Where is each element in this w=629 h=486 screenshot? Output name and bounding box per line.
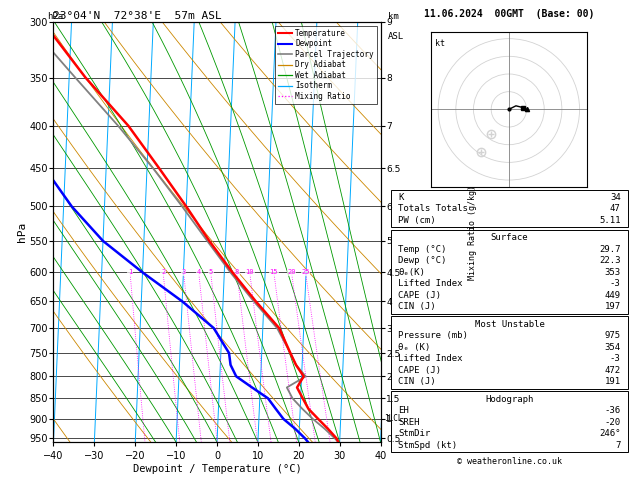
Text: 11.06.2024  00GMT  (Base: 00): 11.06.2024 00GMT (Base: 00): [424, 9, 594, 19]
Text: StmDir: StmDir: [398, 429, 431, 438]
Text: © weatheronline.co.uk: © weatheronline.co.uk: [457, 457, 562, 466]
Text: θₑ(K): θₑ(K): [398, 268, 425, 277]
Text: Hodograph: Hodograph: [486, 395, 533, 404]
Text: K: K: [398, 193, 404, 202]
Text: Temp (°C): Temp (°C): [398, 245, 447, 254]
Text: kt: kt: [435, 39, 445, 48]
Text: 4: 4: [197, 269, 201, 276]
Text: 20: 20: [287, 269, 296, 276]
Text: 29.7: 29.7: [599, 245, 621, 254]
Text: 2: 2: [161, 269, 165, 276]
Text: Pressure (mb): Pressure (mb): [398, 331, 468, 340]
Text: θₑ (K): θₑ (K): [398, 343, 431, 352]
Text: Totals Totals: Totals Totals: [398, 205, 468, 213]
X-axis label: Dewpoint / Temperature (°C): Dewpoint / Temperature (°C): [133, 464, 301, 474]
Bar: [391, 230, 628, 314]
Text: 449: 449: [604, 291, 621, 300]
Text: EH: EH: [398, 406, 409, 415]
Text: 3: 3: [182, 269, 186, 276]
Text: 25: 25: [301, 269, 310, 276]
Text: 197: 197: [604, 302, 621, 312]
Text: SREH: SREH: [398, 417, 420, 427]
Text: CAPE (J): CAPE (J): [398, 291, 442, 300]
Y-axis label: hPa: hPa: [16, 222, 26, 242]
Text: 191: 191: [604, 377, 621, 386]
Text: -20: -20: [604, 417, 621, 427]
Text: -36: -36: [604, 406, 621, 415]
Text: -3: -3: [610, 354, 621, 363]
Text: ASL: ASL: [388, 32, 404, 41]
Text: -3: -3: [610, 279, 621, 288]
Legend: Temperature, Dewpoint, Parcel Trajectory, Dry Adiabat, Wet Adiabat, Isotherm, Mi: Temperature, Dewpoint, Parcel Trajectory…: [275, 26, 377, 104]
Text: Mixing Ratio (g/kg): Mixing Ratio (g/kg): [467, 185, 477, 279]
Text: 23°04'N  72°38'E  57m ASL: 23°04'N 72°38'E 57m ASL: [53, 11, 222, 21]
Text: PW (cm): PW (cm): [398, 216, 436, 225]
Text: StmSpd (kt): StmSpd (kt): [398, 441, 457, 450]
Text: Surface: Surface: [491, 233, 528, 243]
Text: 10: 10: [245, 269, 254, 276]
Text: 246°: 246°: [599, 429, 621, 438]
Bar: [391, 316, 628, 389]
Text: Dewp (°C): Dewp (°C): [398, 257, 447, 265]
Bar: [391, 391, 628, 452]
Text: CIN (J): CIN (J): [398, 377, 436, 386]
Text: 22.3: 22.3: [599, 257, 621, 265]
Text: Lifted Index: Lifted Index: [398, 279, 463, 288]
Text: 5.11: 5.11: [599, 216, 621, 225]
Text: km: km: [388, 12, 399, 21]
Text: Most Unstable: Most Unstable: [474, 320, 545, 329]
Text: 8: 8: [235, 269, 239, 276]
Text: Lifted Index: Lifted Index: [398, 354, 463, 363]
Text: 1: 1: [128, 269, 132, 276]
Bar: [391, 190, 628, 227]
Text: 1LCL: 1LCL: [384, 415, 403, 423]
Text: hPa: hPa: [47, 12, 64, 21]
Text: 975: 975: [604, 331, 621, 340]
Text: 5: 5: [209, 269, 213, 276]
Text: 15: 15: [270, 269, 278, 276]
Text: CIN (J): CIN (J): [398, 302, 436, 312]
Text: 34: 34: [610, 193, 621, 202]
Text: 47: 47: [610, 205, 621, 213]
Text: 7: 7: [615, 441, 621, 450]
Text: CAPE (J): CAPE (J): [398, 366, 442, 375]
Text: 472: 472: [604, 366, 621, 375]
Text: 354: 354: [604, 343, 621, 352]
Text: 353: 353: [604, 268, 621, 277]
